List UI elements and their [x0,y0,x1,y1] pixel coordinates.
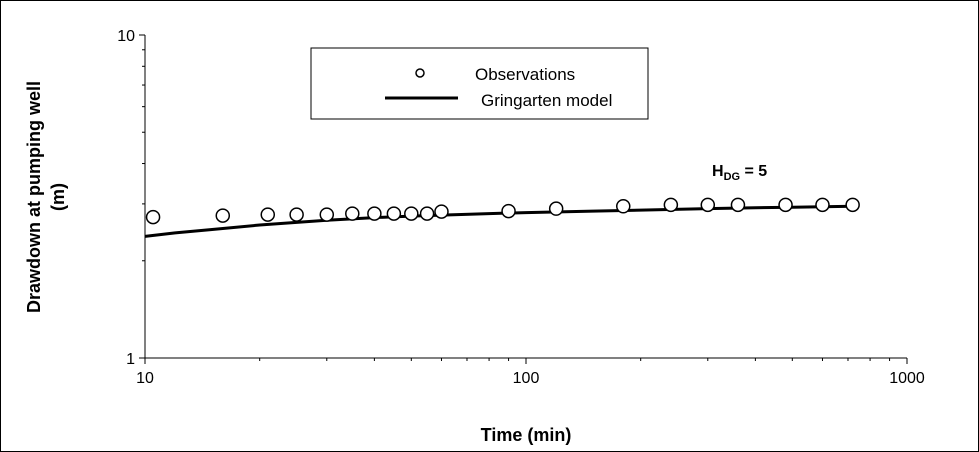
x-tick-label-10: 10 [136,370,154,387]
observation-point [616,198,631,214]
y-tick-label-10: 10 [117,28,135,45]
legend-box [310,47,649,120]
gringarten-model-line [144,204,853,238]
y-tick-label-1: 1 [126,351,135,368]
observation-point [319,207,335,222]
observation-point [260,207,276,222]
observation-point [145,209,161,225]
observation-point [730,197,746,213]
legend-observations-label: Observations [475,65,575,84]
legend: Observations Gringarten model [310,47,649,120]
observation-point [815,197,830,213]
legend-observations-marker [415,68,425,78]
observation-point [404,206,419,221]
observation-point [289,207,304,222]
observation-point [434,204,449,219]
observation-point [845,197,860,213]
observation-point [345,206,360,221]
y-axis-title-line1: Drawdown at pumping well [24,81,44,313]
observation-point [778,197,793,213]
observation-point [215,208,231,223]
legend-model-label: Gringarten model [481,91,612,110]
observation-point [367,206,382,221]
x-tick-label-100: 100 [513,370,540,387]
observation-point [663,197,679,213]
observation-point [700,197,716,213]
y-axis-title-line2: (m) [48,183,68,211]
observation-point [501,203,516,219]
observation-point [419,206,435,221]
observation-point [386,206,402,221]
observation-point [548,201,564,216]
x-tick-label-1000: 1000 [889,370,925,387]
hdg-annotation: HDG = 5 [712,163,767,183]
y-axis-title: Drawdown at pumping well (m) [24,81,68,313]
x-axis-title: Time (min) [481,425,572,445]
